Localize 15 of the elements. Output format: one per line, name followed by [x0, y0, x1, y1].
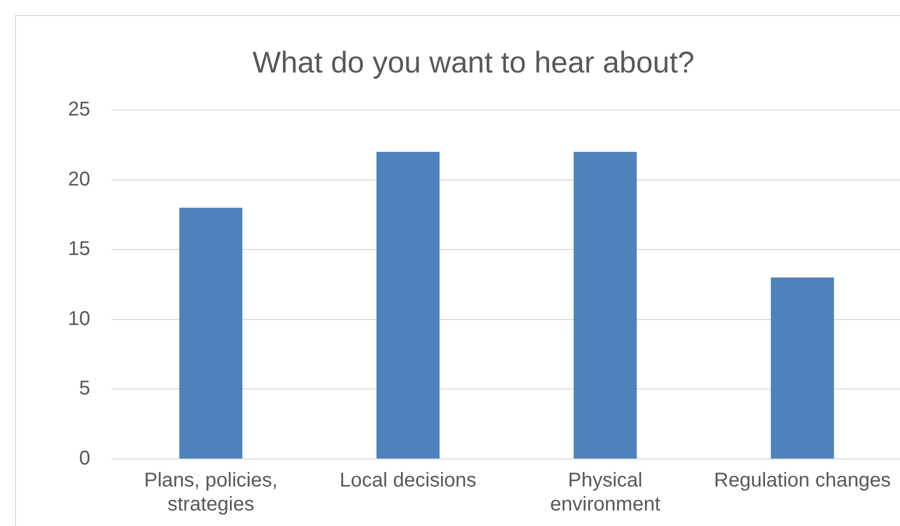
y-tick-label: 10	[68, 308, 90, 330]
x-tick-label: Plans, policies, strategies	[144, 470, 278, 516]
bar	[574, 152, 637, 458]
x-tick-label: Local decisions	[340, 470, 476, 492]
bar	[376, 152, 440, 458]
y-tick-label: 15	[68, 238, 90, 260]
y-tick-label: 0	[79, 448, 90, 470]
x-tick-label: Physical environment	[550, 470, 661, 516]
y-tick-label: 25	[68, 98, 90, 121]
bar	[770, 278, 834, 458]
chart-title: What do you want to hear about?	[252, 46, 694, 80]
y-tick-label: 20	[68, 168, 90, 190]
bar	[179, 208, 242, 458]
y-tick-label: 5	[79, 378, 90, 400]
x-tick-label: Regulation changes	[714, 470, 891, 492]
